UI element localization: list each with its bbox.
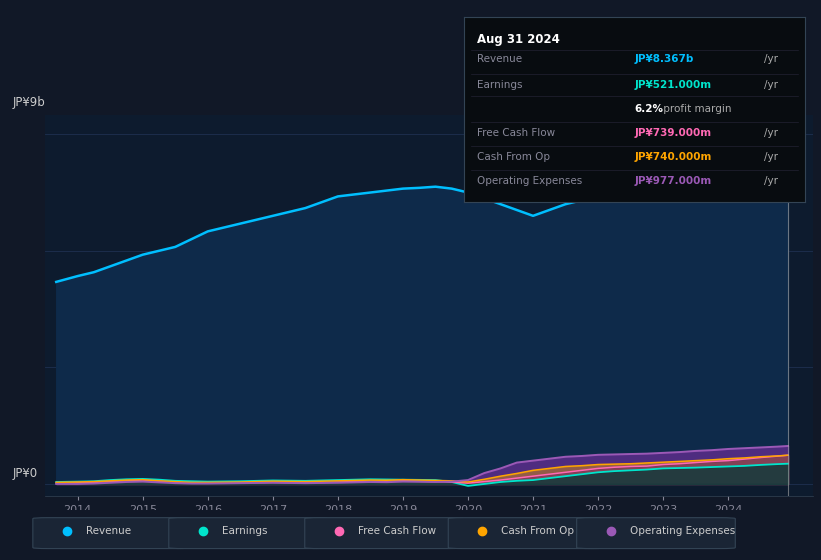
Text: 6.2%: 6.2%: [635, 104, 663, 114]
Text: Free Cash Flow: Free Cash Flow: [358, 526, 436, 536]
FancyBboxPatch shape: [448, 517, 607, 549]
Text: Cash From Op: Cash From Op: [501, 526, 574, 536]
Text: Cash From Op: Cash From Op: [478, 152, 551, 162]
Text: JP¥739.000m: JP¥739.000m: [635, 128, 711, 138]
FancyBboxPatch shape: [169, 517, 328, 549]
Text: /yr: /yr: [764, 128, 777, 138]
Text: Earnings: Earnings: [478, 80, 523, 90]
Text: Free Cash Flow: Free Cash Flow: [478, 128, 556, 138]
Text: Revenue: Revenue: [478, 54, 523, 64]
Text: JP¥8.367b: JP¥8.367b: [635, 54, 694, 64]
Text: Earnings: Earnings: [222, 526, 267, 536]
Text: JP¥521.000m: JP¥521.000m: [635, 80, 711, 90]
FancyBboxPatch shape: [305, 517, 463, 549]
Text: JP¥0: JP¥0: [12, 466, 38, 480]
Text: /yr: /yr: [764, 176, 777, 186]
FancyBboxPatch shape: [33, 517, 191, 549]
Text: JP¥9b: JP¥9b: [12, 96, 45, 109]
Text: profit margin: profit margin: [660, 104, 732, 114]
Text: JP¥740.000m: JP¥740.000m: [635, 152, 712, 162]
Text: /yr: /yr: [764, 54, 777, 64]
Text: Operating Expenses: Operating Expenses: [630, 526, 735, 536]
Text: Aug 31 2024: Aug 31 2024: [478, 34, 561, 46]
Text: /yr: /yr: [764, 152, 777, 162]
Text: JP¥977.000m: JP¥977.000m: [635, 176, 712, 186]
FancyBboxPatch shape: [576, 517, 736, 549]
Text: Operating Expenses: Operating Expenses: [478, 176, 583, 186]
Text: /yr: /yr: [764, 80, 777, 90]
Text: Revenue: Revenue: [85, 526, 131, 536]
